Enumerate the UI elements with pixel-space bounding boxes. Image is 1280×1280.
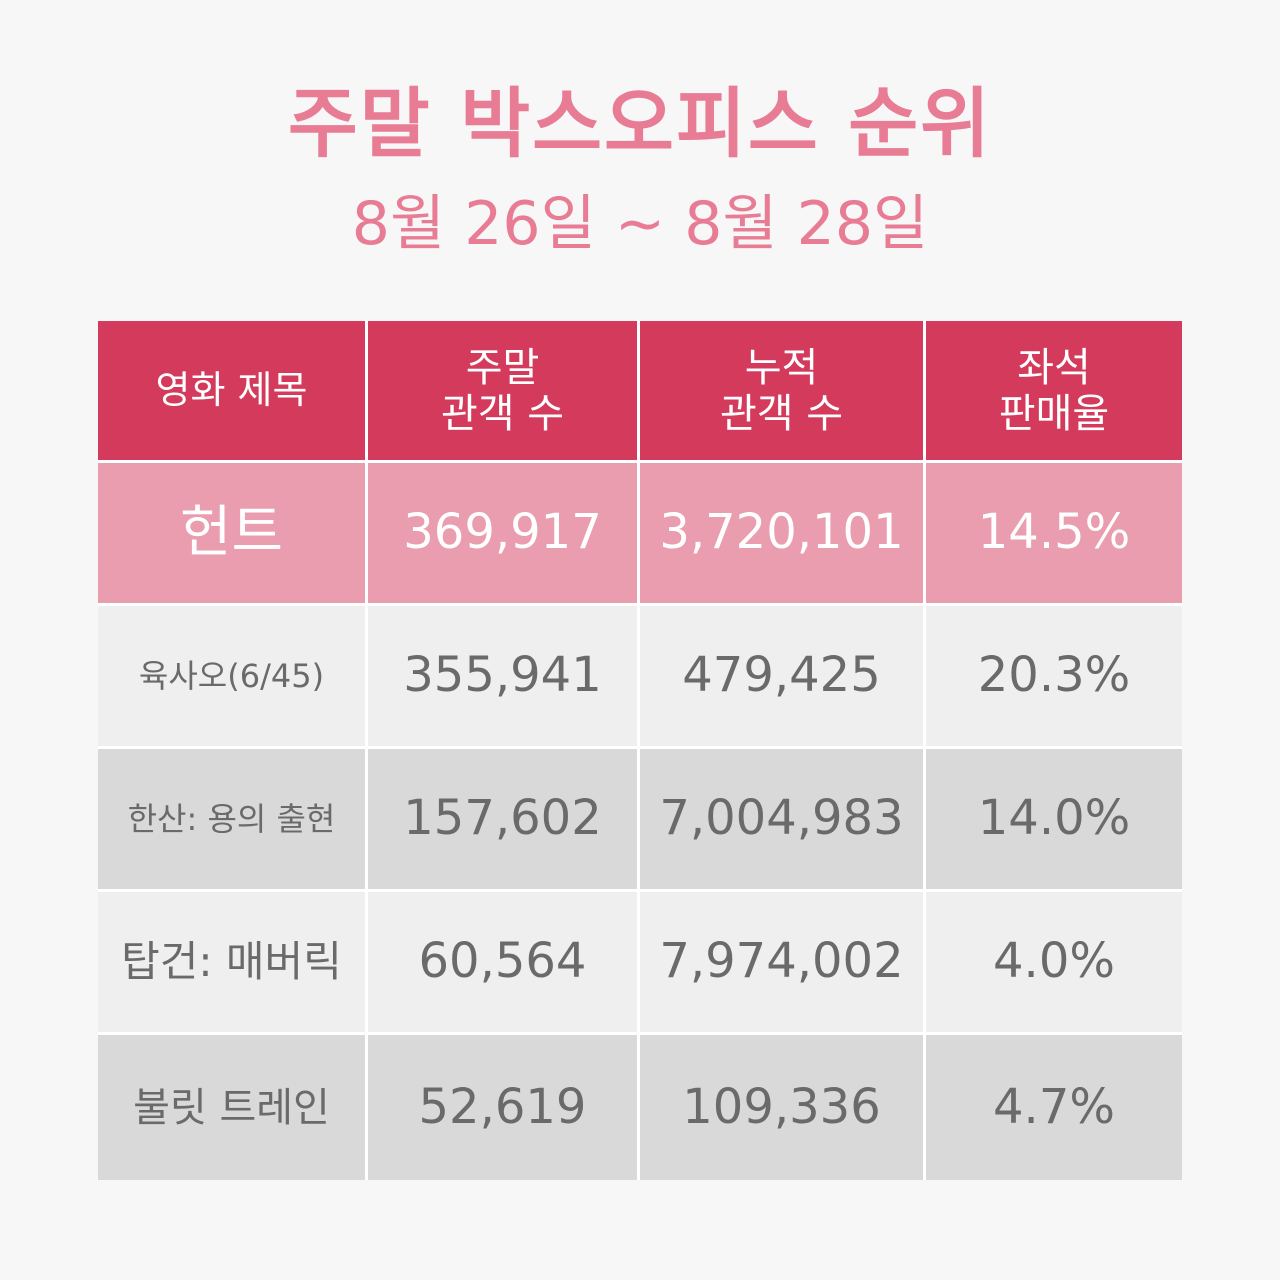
movie-title-cell: 육사오(6/45) bbox=[98, 606, 368, 749]
total-audience-cell: 7,004,983 bbox=[640, 749, 926, 892]
header-label-line2: 관객 수 bbox=[440, 390, 565, 437]
header-movie-title: 영화 제목 bbox=[98, 321, 368, 463]
header-label-line2: 관객 수 bbox=[719, 390, 844, 437]
header-label-line1: 누적 bbox=[744, 344, 819, 391]
header-label-line1: 좌석 bbox=[1017, 344, 1091, 391]
movie-title-cell: 한산: 용의 출현 bbox=[98, 749, 368, 892]
seat-rate-cell: 20.3% bbox=[926, 606, 1182, 749]
header-total-audience: 누적 관객 수 bbox=[640, 321, 926, 463]
header-weekend-audience: 주말 관객 수 bbox=[368, 321, 640, 463]
seat-rate-cell: 4.7% bbox=[926, 1035, 1182, 1180]
header-label: 영화 제목 bbox=[155, 367, 308, 412]
movie-title-cell: 불릿 트레인 bbox=[98, 1035, 368, 1180]
seat-rate-cell: 14.5% bbox=[926, 463, 1182, 606]
weekend-audience-cell: 60,564 bbox=[368, 892, 640, 1035]
weekend-audience-cell: 157,602 bbox=[368, 749, 640, 892]
weekend-audience-cell: 355,941 bbox=[368, 606, 640, 749]
page-title: 주말 박스오피스 순위 bbox=[287, 79, 993, 168]
total-audience-cell: 109,336 bbox=[640, 1035, 926, 1180]
weekend-audience-cell: 369,917 bbox=[368, 463, 640, 606]
header-seat-rate: 좌석 판매율 bbox=[926, 321, 1182, 463]
date-range: 8월 26일 ~ 8월 28일 bbox=[351, 189, 929, 259]
weekend-audience-cell: 52,619 bbox=[368, 1035, 640, 1180]
header-label-line2: 판매율 bbox=[998, 390, 1110, 437]
movie-title-cell: 탑건: 매버릭 bbox=[98, 892, 368, 1035]
total-audience-cell: 7,974,002 bbox=[640, 892, 926, 1035]
movie-title-cell: 헌트 bbox=[98, 463, 368, 606]
total-audience-cell: 3,720,101 bbox=[640, 463, 926, 606]
seat-rate-cell: 14.0% bbox=[926, 749, 1182, 892]
header-label-line1: 주말 bbox=[465, 344, 540, 391]
total-audience-cell: 479,425 bbox=[640, 606, 926, 749]
seat-rate-cell: 4.0% bbox=[926, 892, 1182, 1035]
box-office-table: 영화 제목 주말 관객 수 누적 관객 수 좌석 판매율 헌트 369,917 … bbox=[98, 321, 1182, 1180]
